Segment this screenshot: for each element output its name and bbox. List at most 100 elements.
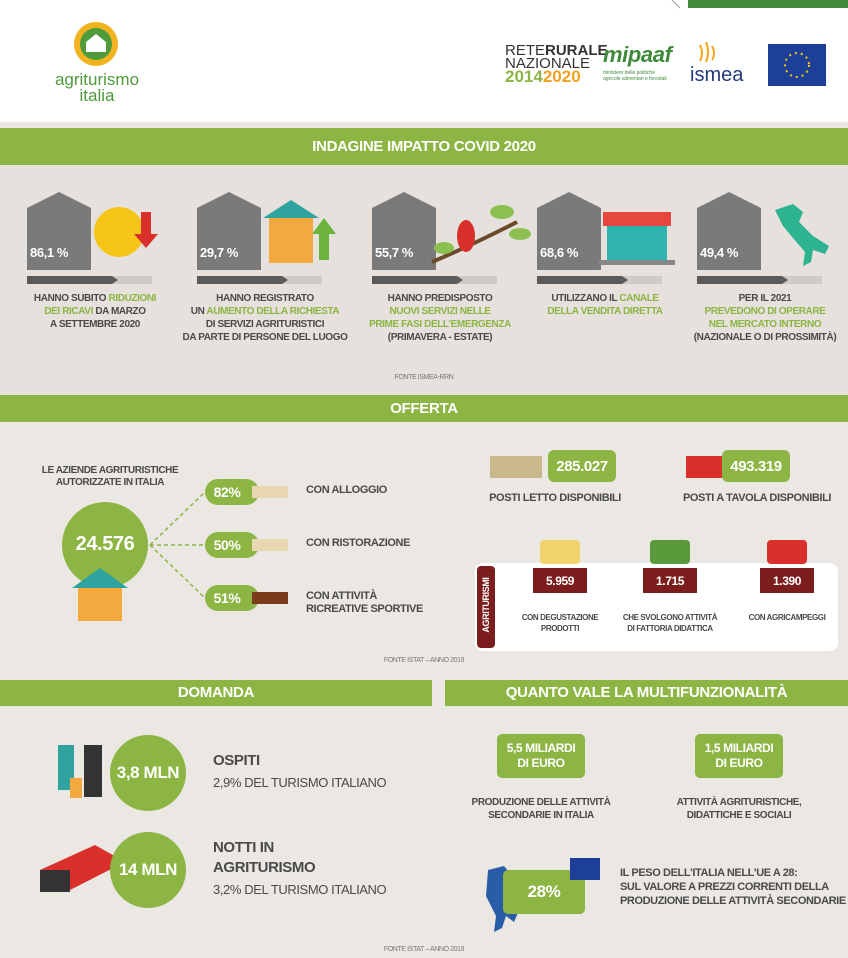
share-value: 28% xyxy=(527,882,561,901)
domanda-circle xyxy=(110,735,186,811)
dashed-line xyxy=(149,544,206,599)
covid-text-part: UN xyxy=(190,306,207,317)
multi-label: PRODUZIONE DELLE ATTIVITÀ SECONDARIE IN I… xyxy=(451,796,631,822)
mipaaf-sub-line: ministero delle politiche xyxy=(603,70,655,76)
multi-label-line: ATTIVITÀ AGRITURISTICHE, xyxy=(676,797,802,808)
house xyxy=(197,192,261,270)
agri-value-box xyxy=(533,568,587,593)
mipaaf-sub-line: agricole alimentari e forestali xyxy=(603,76,667,82)
multi-value: 5,5 MILIARDI DI EURO xyxy=(497,741,585,771)
covid-text: HANNO PREDISPOSTO NUOVI SERVIZI NELLE PRIM… xyxy=(355,292,525,344)
covid-text-part: CANALE xyxy=(619,293,659,304)
covid-text-part: HANNO REGISTRATO xyxy=(216,293,314,304)
mipaaf-logo: mipaaf xyxy=(603,42,672,67)
place-value: 493.319 xyxy=(730,458,782,475)
multi-box xyxy=(497,734,585,778)
covid-text: PER IL 2021 PREVEDONO DI OPERARE NEL MERCA… xyxy=(680,292,848,344)
multi-label-line: DIDATTICHE E SOCIALI xyxy=(686,810,792,821)
logo-text: agriturismo italia xyxy=(52,71,142,104)
source: FONTE ISTAT – ANNO 2019 xyxy=(383,657,465,664)
branch-pill xyxy=(205,532,259,558)
covid-text-part: DA MARZO xyxy=(92,306,146,317)
laptop xyxy=(607,222,667,260)
agri-label: CON DEGUSTAZIONE PRODOTTI xyxy=(500,612,620,634)
bar-fill xyxy=(537,276,628,284)
covid-text-line: DA PARTE DI PERSONE DEL LUOGO xyxy=(180,331,350,344)
covid-text-part: (NAZIONALE O DI PROSSIMITÀ) xyxy=(693,332,837,343)
house xyxy=(372,192,436,270)
covid-text-part: NEL MERCATO INTERNO xyxy=(708,319,822,330)
italy xyxy=(775,204,829,266)
multi-label-line: PRODUZIONE DELLE ATTIVITÀ xyxy=(471,797,611,808)
rrn-part: RURALE xyxy=(545,42,608,59)
down-arrow xyxy=(134,212,158,248)
domanda-label-line: NOTTI IN xyxy=(213,839,274,856)
covid-text-line: UN AUMENTO DELLA RICHIESTA xyxy=(180,305,350,318)
agri-label-line: PRODOTTI xyxy=(540,624,580,633)
branch-value: 50% xyxy=(213,537,241,553)
covid-text-part: PRIME FASI DELL'EMERGENZA xyxy=(369,319,511,330)
place-value: 285.027 xyxy=(556,458,608,475)
covid-title: INDAGINE IMPATTO COVID 2020 xyxy=(0,128,848,165)
rrn-logo: RETERURALE NAZIONALE 20142020 xyxy=(505,42,608,85)
euro-icon xyxy=(94,207,144,257)
total-circle xyxy=(62,502,148,588)
covid-text-line: PRIME FASI DELL'EMERGENZA xyxy=(355,318,525,331)
leaf xyxy=(490,205,514,219)
dashed-line xyxy=(149,491,206,546)
agri-label: CHE SVOLGONO ATTIVITÀ DI FATTORIA DIDATTI… xyxy=(610,612,730,634)
agri-icon xyxy=(650,540,690,564)
bar-fill xyxy=(372,276,463,284)
leaf xyxy=(509,228,531,240)
branch-pill xyxy=(205,479,259,505)
covid-text-part: DA PARTE DI PERSONE DEL LUOGO xyxy=(182,332,348,343)
mipaaf-sub: ministero delle politiche agricole alimen… xyxy=(603,70,667,82)
house xyxy=(27,192,91,270)
covid-value: 55,7 % xyxy=(375,245,414,260)
domanda-circle xyxy=(110,832,186,908)
agri-label-line: DI FATTORIA DIDATTICA xyxy=(627,624,713,633)
covid-text-part: (PRIMAVERA - ESTATE) xyxy=(387,332,493,343)
logo-house xyxy=(86,34,106,52)
suitcase xyxy=(70,778,82,798)
agri-label-line: CHE SVOLGONO ATTIVITÀ xyxy=(622,613,718,622)
branch-label-line: CON ALLOGGIO xyxy=(306,484,387,496)
covid-text-line: DEI RICAVI DA MARZO xyxy=(10,305,180,318)
agri-value: 1.390 xyxy=(772,574,802,588)
rrn-part: RETE xyxy=(505,42,546,59)
corner-line xyxy=(671,0,681,9)
covid-text-line: A SETTEMBRE 2020 xyxy=(10,318,180,331)
place-icon xyxy=(490,456,542,478)
house xyxy=(697,192,761,270)
bar-fill xyxy=(697,276,788,284)
covid-text-part: UTILIZZANO IL xyxy=(551,293,620,304)
agri-icon xyxy=(767,540,807,564)
total-label: LE AZIENDE AGRITURISTICHE AUTORIZZATE IN … xyxy=(20,465,200,489)
share-label-line: IL PESO DELL'ITALIA NELL'UE A 28: xyxy=(620,867,798,879)
total-value: 24.576 xyxy=(75,533,135,555)
agri-value-box xyxy=(760,568,814,593)
covid-text: UTILIZZANO IL CANALE DELLA VENDITA DIRETT… xyxy=(520,292,690,318)
covid-text-part: DI SERVIZI AGRITURISTICI xyxy=(205,319,325,330)
covid-text-line: PREVEDONO DI OPERARE xyxy=(680,305,848,318)
multi-label: ATTIVITÀ AGRITURISTICHE, DIDATTICHE E SOC… xyxy=(649,796,829,822)
covid-text-line: NUOVI SERVIZI NELLE xyxy=(355,305,525,318)
branch-pill xyxy=(205,585,259,611)
agri-label-line: CON AGRICAMPEGGI xyxy=(748,613,826,622)
covid-text-part: HANNO SUBITO xyxy=(33,293,109,304)
icons xyxy=(27,192,838,932)
rrn-part: NAZIONALE xyxy=(505,55,591,72)
source: FONTE ISTAT – ANNO 2019 xyxy=(383,946,465,953)
place-box xyxy=(722,450,790,482)
covid-text-line: DELLA VENDITA DIRETTA xyxy=(520,305,690,318)
covid-text-part: DEI RICAVI xyxy=(44,306,93,317)
rrn-row: RETERURALE xyxy=(505,42,608,59)
ismea-logo: ismea xyxy=(690,64,744,86)
agri-tag-label: AGRITURISMI xyxy=(481,577,491,633)
share-box xyxy=(503,870,585,914)
covid-text-line: NEL MERCATO INTERNO xyxy=(680,318,848,331)
bar-fill xyxy=(27,276,118,284)
rrn-row: 20142020 xyxy=(505,68,608,85)
shop-house xyxy=(269,215,313,263)
